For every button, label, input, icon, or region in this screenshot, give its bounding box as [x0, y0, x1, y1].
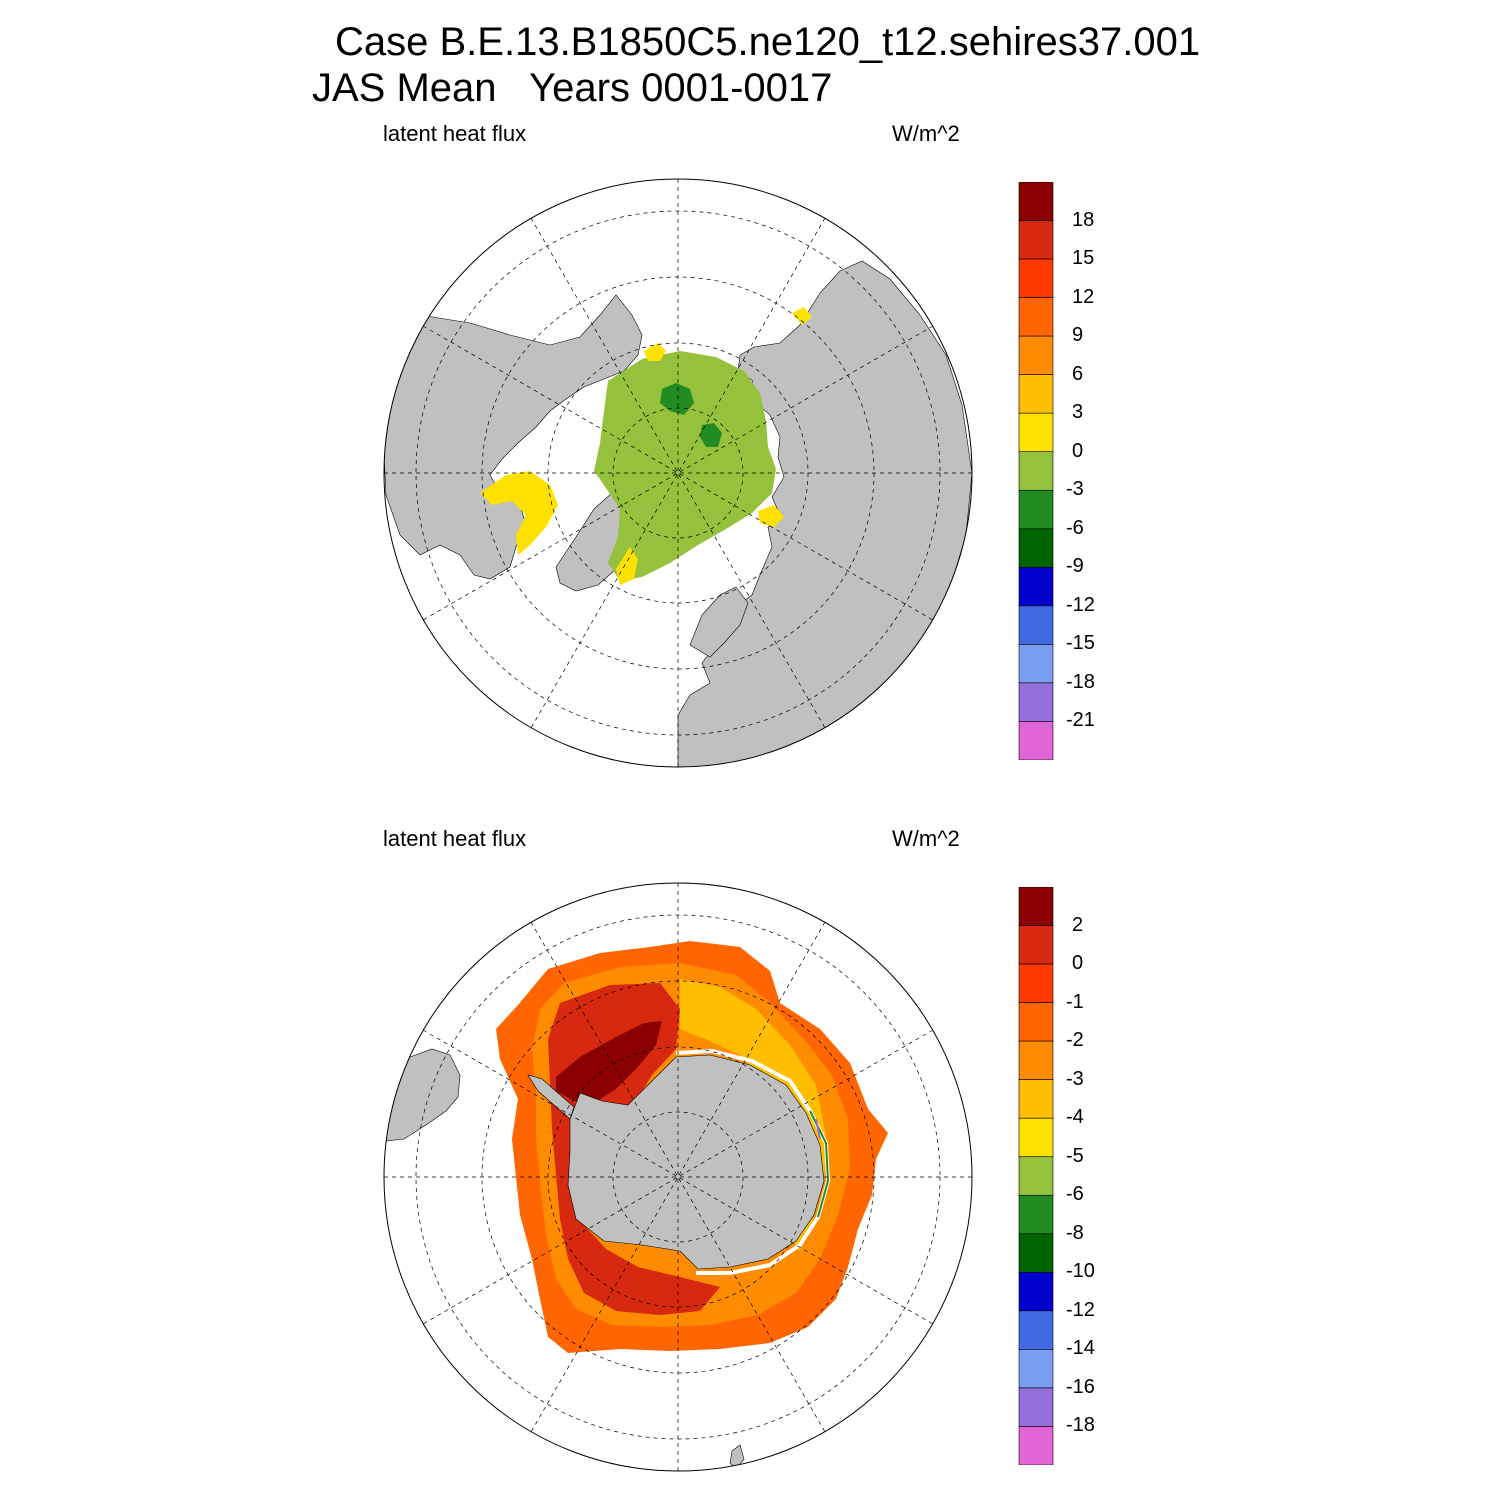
- colorbar-tick-label: -18: [1066, 670, 1095, 693]
- colorbar-tick-label: 18: [1072, 208, 1095, 231]
- colorbar-swatch: [1018, 489, 1054, 530]
- north-field-fringe-okhotsk: [792, 307, 812, 325]
- south-map-border: [383, 882, 973, 1472]
- north-field-fringe-bering: [644, 343, 666, 361]
- colorbar-tick-label: -9: [1066, 555, 1084, 578]
- colorbar-swatch: [1018, 1079, 1054, 1119]
- north-left-label: latent heat flux: [383, 121, 527, 146]
- north-field-dark-patch-1: [660, 383, 694, 415]
- colorbar-tick-label: -6: [1066, 1183, 1084, 1206]
- colorbar-swatch: [1018, 567, 1054, 607]
- figure-title-line1: Case B.E.13.B1850C5.ne120_t12.sehires37.…: [335, 20, 1201, 64]
- north-land-scandinavia: [689, 586, 749, 658]
- colorbar-swatch: [1018, 1002, 1054, 1042]
- colorbar-swatch: [1018, 682, 1054, 722]
- colorbar-swatch: [1018, 644, 1054, 684]
- colorbar-swatch: [1018, 220, 1054, 260]
- south-land-peninsula: [527, 1074, 575, 1120]
- colorbar-tick-label: 12: [1072, 285, 1095, 308]
- colorbar-tick-label: -16: [1066, 1375, 1095, 1398]
- colorbar-tick-label: 3: [1072, 401, 1084, 424]
- colorbar-tick-label: -12: [1066, 593, 1095, 616]
- colorbar-swatch: [1018, 335, 1054, 375]
- colorbar-swatch: [1018, 1310, 1054, 1350]
- south-polar-map: [383, 882, 973, 1472]
- colorbar-swatch: [1018, 721, 1054, 760]
- colorbar-swatch: [1018, 1117, 1054, 1158]
- colorbar-swatch: [1018, 258, 1054, 298]
- north-units-label: W/m^2: [892, 121, 960, 146]
- colorbar-swatch: [1018, 925, 1054, 965]
- north-map-border: [383, 178, 973, 768]
- north-field-dark-patch-2: [700, 423, 722, 447]
- colorbar-tick-label: 15: [1072, 247, 1095, 270]
- colorbar-swatch: [1018, 605, 1054, 645]
- colorbar-swatch: [1018, 963, 1054, 1003]
- colorbar-tick-label: -21: [1066, 709, 1095, 732]
- colorbar-tick-label: -5: [1066, 1144, 1084, 1167]
- colorbar-tick-label: -10: [1066, 1260, 1095, 1283]
- colorbar-tick-label: -6: [1066, 516, 1084, 539]
- colorbar-swatch: [1018, 297, 1054, 337]
- colorbar-swatch: [1018, 1387, 1054, 1427]
- colorbar-tick-label: 2: [1072, 913, 1084, 936]
- colorbar-tick-label: -15: [1066, 632, 1095, 655]
- colorbar-tick-label: -3: [1066, 478, 1084, 501]
- north-polar-map: [383, 178, 973, 768]
- south-field-max-patch: [556, 1021, 662, 1103]
- north-colorbar: [1018, 182, 1054, 760]
- colorbar-swatch: [1018, 412, 1054, 453]
- colorbar-tick-label: -1: [1066, 990, 1084, 1013]
- colorbar-swatch: [1018, 1426, 1054, 1465]
- colorbar-tick-label: 0: [1072, 952, 1084, 975]
- north-field-arctic-ocean: [594, 351, 776, 581]
- colorbar-tick-label: 9: [1072, 324, 1084, 347]
- south-land-antarctica: [567, 1054, 825, 1270]
- south-graticule: [384, 883, 972, 1471]
- north-graticule: [384, 179, 972, 767]
- colorbar-tick-label: 0: [1072, 439, 1084, 462]
- colorbar-swatch: [1018, 1272, 1054, 1312]
- figure-title-line2: JAS Mean Years 0001-0017: [312, 66, 833, 110]
- colorbar-swatch: [1018, 374, 1054, 414]
- colorbar-tick-label: -14: [1066, 1337, 1095, 1360]
- colorbar-swatch: [1018, 1040, 1054, 1080]
- north-field-fringe-barents: [758, 505, 784, 527]
- colorbar-tick-label: -12: [1066, 1298, 1095, 1321]
- north-field-fringe-greenland: [616, 547, 638, 585]
- colorbar-tick-label: -18: [1066, 1414, 1095, 1437]
- colorbar-swatch: [1018, 1233, 1054, 1273]
- north-land-north-america: [384, 294, 643, 580]
- south-field-purple-edge: [815, 1118, 821, 1140]
- south-colorbar: [1018, 887, 1054, 1465]
- colorbar-swatch: [1018, 528, 1054, 568]
- north-field-fringe-canada: [480, 471, 558, 555]
- colorbar-swatch: [1018, 1156, 1054, 1196]
- colorbar-swatch: [1018, 887, 1054, 926]
- colorbar-tick-label: -4: [1066, 1106, 1084, 1129]
- colorbar-tick-label: -2: [1066, 1029, 1084, 1052]
- south-units-label: W/m^2: [892, 826, 960, 851]
- colorbar-swatch: [1018, 451, 1054, 491]
- colorbar-swatch: [1018, 1349, 1054, 1389]
- colorbar-tick-label: -3: [1066, 1067, 1084, 1090]
- south-left-label: latent heat flux: [383, 826, 527, 851]
- colorbar-tick-label: 6: [1072, 362, 1084, 385]
- colorbar-swatch: [1018, 1194, 1054, 1235]
- colorbar-tick-label: -8: [1066, 1221, 1084, 1244]
- colorbar-swatch: [1018, 182, 1054, 221]
